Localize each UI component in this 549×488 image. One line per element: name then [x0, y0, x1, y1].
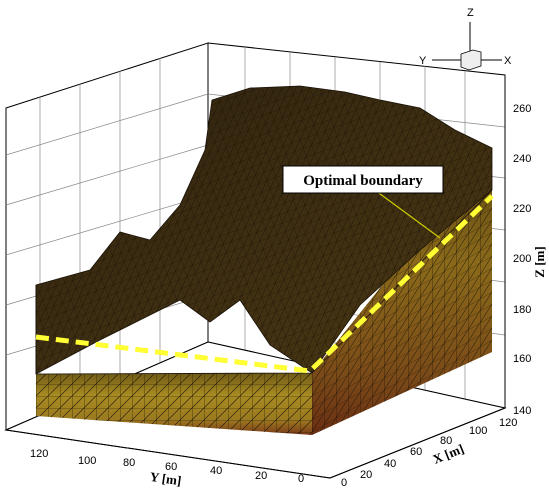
callout-box — [282, 165, 444, 194]
x-tick: 20 — [360, 469, 372, 481]
z-ticks: 140 160 180 200 220 240 260 — [513, 103, 531, 417]
z-tick: 200 — [513, 253, 531, 265]
x-tick: 120 — [499, 417, 517, 429]
orientation-triad: Z Y X — [419, 7, 512, 71]
y-tick: 40 — [210, 465, 222, 477]
triad-y-label: Y — [419, 55, 427, 67]
y-tick: 60 — [165, 461, 177, 473]
x-axis-label: X [m] — [431, 441, 466, 467]
callout: Optimal boundary — [282, 165, 444, 239]
callout-label: Optimal boundary — [303, 173, 423, 189]
z-tick: 160 — [513, 353, 531, 365]
optimal-boundary-line — [35, 194, 494, 374]
x-tick: 0 — [341, 477, 347, 488]
z-axis-label: Z [m] — [532, 246, 547, 277]
y-tick: 100 — [78, 455, 96, 467]
z-tick: 240 — [513, 153, 531, 165]
z-tick: 140 — [513, 405, 531, 417]
x-tick: 60 — [410, 446, 422, 458]
z-tick: 220 — [513, 203, 531, 215]
x-tick: 80 — [440, 435, 452, 447]
y-tick: 20 — [255, 470, 267, 482]
triad-x-label: X — [504, 55, 512, 67]
z-tick: 180 — [513, 304, 531, 316]
y-tick: 0 — [298, 473, 304, 485]
z-axis: 140 160 180 200 220 240 260 Z [m] — [504, 75, 547, 417]
y-tick: 120 — [30, 448, 48, 460]
x-tick: 40 — [384, 458, 396, 470]
y-axis-label: Y [m] — [149, 469, 182, 488]
triad-z-label: Z — [467, 7, 474, 19]
triad-cube-icon — [460, 49, 482, 71]
y-axis: 120 100 80 60 40 20 0 Y [m] — [5, 429, 331, 488]
terrain-block — [35, 85, 493, 435]
z-tick: 260 — [513, 103, 531, 115]
x-tick: 100 — [469, 425, 487, 437]
y-tick: 80 — [123, 457, 135, 469]
